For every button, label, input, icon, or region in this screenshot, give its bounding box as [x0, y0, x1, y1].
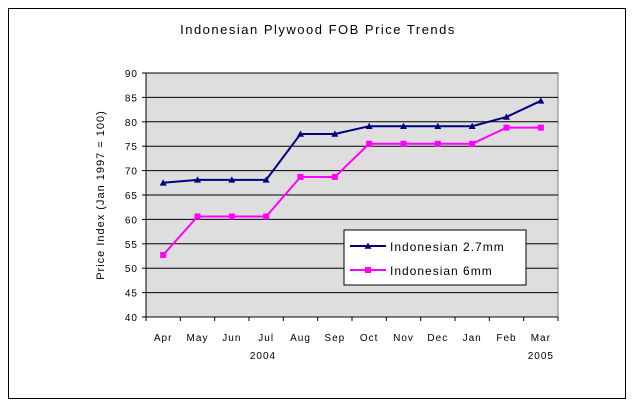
x-tick-label: Dec [427, 333, 448, 344]
legend-box [343, 229, 527, 286]
x-tick-label: Sep [324, 333, 345, 344]
series-line [162, 126, 541, 256]
data-point [159, 179, 167, 186]
x-tick-label: Jan [463, 333, 482, 344]
y-tick-label: 85 [125, 93, 138, 104]
x-tick-label: Jul [258, 333, 274, 344]
y-tick-label: 65 [125, 191, 138, 202]
x-tick-label: Feb [496, 333, 516, 344]
x-tick-label: Jun [222, 333, 241, 344]
data-point [331, 173, 338, 180]
data-point [503, 124, 510, 131]
year-labels: 2004 2005 [250, 351, 554, 362]
data-point [297, 130, 304, 137]
legend-label: Indonesian 2.7mm [390, 240, 505, 254]
data-point [434, 140, 441, 147]
data-point [228, 176, 236, 183]
chart-title: Indonesian Plywood FOB Price Trends [180, 22, 456, 37]
data-point [262, 176, 270, 183]
data-point [468, 122, 476, 129]
data-point [160, 252, 167, 259]
data-point [434, 122, 442, 129]
data-point [194, 213, 201, 220]
x-tick-label: Aug [290, 333, 311, 344]
x-tick-label: Mar [531, 333, 551, 344]
data-point [537, 124, 544, 131]
data-point [194, 176, 201, 183]
data-point [537, 97, 545, 104]
data-point [469, 140, 476, 147]
series-indonesian-6mm [160, 124, 544, 259]
legend-item: Indonesian 2.7mm [350, 240, 505, 254]
legend-marker [364, 242, 372, 249]
y-tick-label: 45 [125, 289, 138, 300]
data-point [400, 140, 407, 147]
y-tick-label: 90 [125, 69, 138, 80]
y-tick-label: 50 [125, 264, 138, 275]
year-label-2005: 2005 [528, 351, 554, 362]
y-tick-label: 75 [125, 142, 138, 153]
series-line [163, 99, 542, 184]
y-tick-label: 70 [125, 167, 138, 178]
y-tick-label: 40 [125, 313, 138, 324]
data-point [366, 140, 373, 147]
data-point [263, 213, 270, 220]
series-indonesian-2-7mm [159, 97, 545, 186]
y-axis-label: Price Index (Jan 1997 = 100) [95, 110, 107, 280]
data-point [365, 122, 373, 129]
data-point [331, 130, 339, 137]
data-point [228, 213, 235, 220]
legend: Indonesian 2.7mm Indonesian 6mm [343, 229, 527, 286]
legend-label: Indonesian 6mm [390, 264, 493, 278]
y-tick-label: 55 [125, 240, 138, 251]
x-tick-label: Nov [393, 333, 414, 344]
axes: 40 45 50 55 60 65 70 75 80 85 90 Apr May Jun Jul Aug Sep… [125, 69, 559, 344]
x-tick-label: May [187, 333, 209, 344]
year-label-2004: 2004 [250, 351, 276, 362]
legend-item: Indonesian 6mm [350, 264, 493, 278]
y-tick-label: 60 [125, 215, 138, 226]
legend-marker [365, 267, 371, 273]
x-tick-label: Oct [360, 333, 379, 344]
series-layer [159, 97, 545, 259]
y-tick-label: 80 [125, 118, 138, 129]
data-point [503, 113, 510, 120]
data-point [297, 173, 304, 180]
data-point [400, 122, 407, 129]
x-tick-label: Apr [154, 333, 173, 344]
